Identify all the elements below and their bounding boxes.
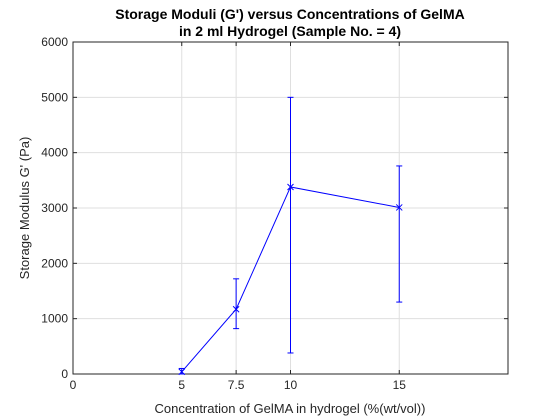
x-tick-label: 5	[178, 378, 185, 392]
x-tick-label: 15	[393, 378, 407, 392]
y-tick-label: 1000	[41, 312, 68, 326]
y-tick-label: 2000	[41, 256, 68, 270]
tick-layer: 0 5 7.5 10 15 0 1000 2000 3000 4000 5000 6000	[41, 35, 508, 392]
y-tick-label: 6000	[41, 35, 68, 49]
y-axis-label: Storage Modulus G' (Pa)	[17, 137, 32, 280]
x-tick-label: 10	[284, 378, 298, 392]
data-point-marker	[395, 204, 403, 211]
series-line	[181, 186, 400, 373]
chart-title-line-1: Storage Moduli (G') versus Concentration…	[115, 6, 464, 22]
y-tick-label: 3000	[41, 201, 68, 215]
y-tick-label: 0	[61, 367, 68, 381]
x-tick-label: 7.5	[228, 378, 245, 392]
data-point-marker	[232, 305, 240, 313]
x-axis-label: Concentration of GelMA in hydrogel (%(wt…	[155, 401, 426, 416]
data-point-marker	[287, 183, 294, 191]
chart-title-line-2: in 2 ml Hydrogel (Sample No. = 4)	[179, 23, 401, 39]
y-tick-label: 5000	[41, 90, 68, 104]
x-tick-label: 0	[70, 378, 77, 392]
series-layer	[178, 96, 403, 376]
y-tick-label: 4000	[41, 146, 68, 160]
data-point-marker	[178, 368, 186, 376]
